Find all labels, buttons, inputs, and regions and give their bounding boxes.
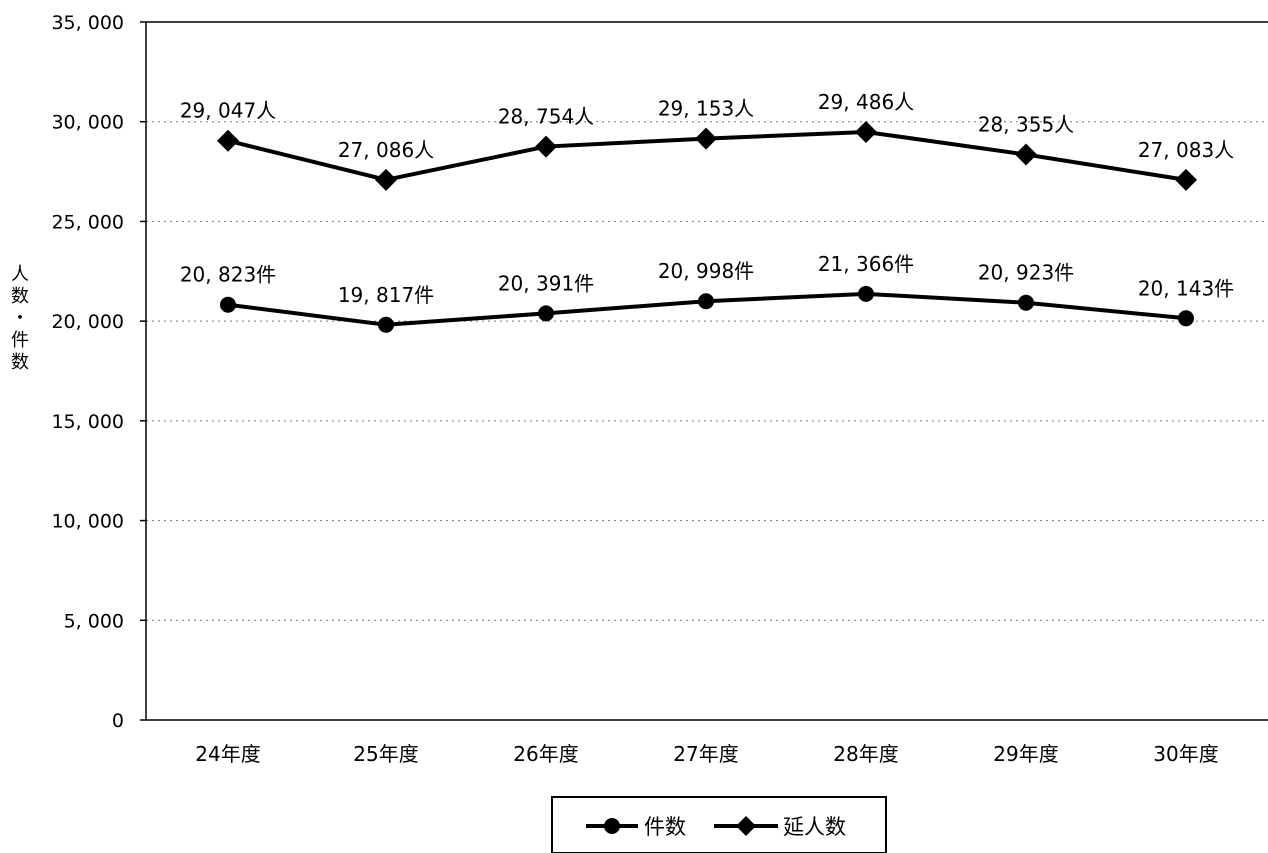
series [217, 120, 1197, 333]
data-label: 29, 486人 [818, 90, 914, 114]
gridlines [146, 121, 1268, 621]
y-axis-label-char: 件 [11, 330, 29, 351]
x-tick-label: 29年度 [993, 742, 1058, 766]
data-label: 29, 153人 [658, 97, 754, 121]
data-point [1175, 168, 1197, 191]
y-axis-label-char: 数 [11, 286, 29, 307]
data-label: 20, 391件 [498, 271, 594, 295]
data-point [695, 127, 717, 150]
y-tick-label: 20, 000 [51, 311, 124, 333]
y-axis-label-char: 人 [11, 264, 29, 285]
y-axis-label-char: 数 [11, 352, 29, 373]
data-labels: 20, 823件 19, 817件 20, 391件 20, 998件 21, 366件… [180, 90, 1234, 307]
data-point [535, 135, 557, 158]
y-axis-label: 人数・件数 [11, 264, 29, 373]
x-tick-label: 26年度 [513, 742, 578, 766]
axes [145, 21, 1268, 721]
data-label: 20, 998件 [658, 259, 754, 283]
data-point [855, 120, 877, 143]
data-point [375, 168, 397, 191]
legend-label-nobeninzu: 延人数 [783, 815, 846, 839]
x-tick-label: 28年度 [833, 742, 898, 766]
x-tick-label: 30年度 [1153, 742, 1218, 766]
data-label: 19, 817件 [338, 283, 434, 307]
legend: 件数 延人数 [551, 796, 887, 853]
x-tick-labels: 24年度 25年度 26年度 27年度 28年度 29年度 30年度 [195, 742, 1218, 766]
data-label: 20, 823件 [180, 263, 276, 287]
y-axis-label-char: ・ [11, 308, 29, 329]
x-tick-label: 24年度 [195, 742, 260, 766]
data-label: 28, 754人 [498, 105, 594, 129]
x-tick-label: 25年度 [353, 742, 418, 766]
data-point [220, 296, 236, 313]
data-point [538, 305, 554, 322]
y-tick-label: 5, 000 [64, 610, 124, 632]
y-tick-label: 25, 000 [51, 211, 124, 233]
y-tick-label: 15, 000 [51, 411, 124, 433]
data-label: 28, 355人 [978, 113, 1074, 137]
data-label: 27, 083人 [1138, 138, 1234, 162]
y-tick-labels: 0 5, 000 10, 000 15, 000 20, 000 25, 000 30, 0… [51, 12, 146, 732]
data-label: 20, 923件 [978, 261, 1074, 285]
data-label: 29, 047人 [180, 99, 276, 123]
data-label: 27, 086人 [338, 138, 434, 162]
data-label: 21, 366件 [818, 252, 914, 276]
data-point [378, 316, 394, 333]
data-point [698, 293, 714, 310]
legend-label-kensu: 件数 [644, 815, 686, 839]
legend-marker-kensu [604, 818, 620, 834]
y-tick-label: 0 [112, 710, 124, 732]
y-tick-label: 10, 000 [51, 511, 124, 533]
legend-marker-nobeninzu [736, 816, 756, 836]
data-label: 20, 143件 [1138, 276, 1234, 300]
data-point [858, 285, 874, 302]
y-tick-label: 30, 000 [51, 112, 124, 134]
x-tick-label: 27年度 [673, 742, 738, 766]
data-point [1015, 143, 1037, 166]
data-point [1018, 294, 1034, 311]
data-point [1178, 310, 1194, 327]
y-tick-label: 35, 000 [51, 12, 124, 34]
data-point [217, 129, 239, 152]
